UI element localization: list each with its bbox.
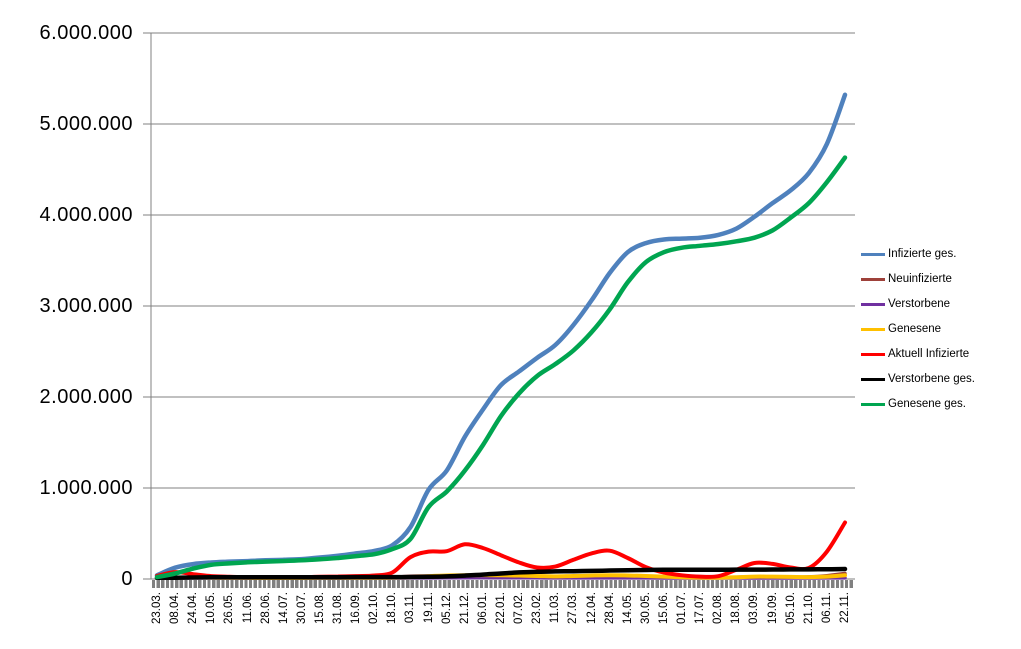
x-axis-tick-label: 01.07. (676, 592, 689, 624)
x-axis-tick-label: 21.10. (802, 592, 815, 624)
legend-item: Aktuell Infizierte (861, 342, 975, 367)
legend-label: Aktuell Infizierte (888, 348, 970, 360)
x-axis-tick-label: 30.07. (295, 592, 308, 624)
x-axis-tick-label: 21.12. (458, 592, 471, 624)
x-axis-tick-label: 15.08. (313, 592, 326, 624)
x-axis-tick-label: 05.12. (440, 592, 453, 624)
legend-swatch (861, 303, 885, 306)
x-axis-tick-label: 06.01. (476, 592, 489, 624)
x-axis-tick-label: 10.05. (205, 592, 218, 624)
y-axis-tick-label: 2.000.000 (39, 386, 133, 408)
y-axis-tick-label: 0 (121, 568, 133, 590)
legend-swatch (861, 403, 885, 406)
x-axis-tick-label: 22.01. (494, 592, 507, 624)
legend-label: Infizierte ges. (888, 248, 957, 260)
x-axis-tick-label: 15.06. (657, 592, 670, 624)
legend-label: Genesene ges. (888, 398, 967, 410)
x-axis-tick-label: 23.03. (151, 592, 163, 624)
y-axis-tick-label: 1.000.000 (39, 477, 133, 499)
legend-item: Genesene (861, 317, 975, 342)
x-axis-tick-label: 22.11. (838, 592, 851, 624)
x-axis-tick-label: 28.04. (603, 592, 616, 624)
x-axis-tick-label: 02.10. (368, 592, 381, 624)
x-axis-tick-label: 16.09. (350, 592, 363, 624)
y-axis-tick-label: 6.000.000 (39, 22, 133, 44)
x-axis-tick-label: 03.11. (404, 592, 417, 624)
series-line-verstorbene-ges (154, 566, 848, 581)
y-axis-tick-label: 4.000.000 (39, 204, 133, 226)
x-axis-tick-label: 23.02. (531, 592, 544, 624)
legend-label: Neuinfizierte (888, 273, 952, 285)
legend-label: Verstorbene ges. (888, 373, 975, 385)
legend-label: Genesene (888, 323, 942, 335)
legend-item: Verstorbene (861, 292, 975, 317)
y-axis-tick-label: 5.000.000 (39, 113, 133, 135)
legend-swatch (861, 278, 885, 281)
x-axis-tick-band (152, 580, 853, 588)
series-line-infizierte-ges (154, 92, 848, 578)
x-axis-tick-label: 11.03. (549, 592, 562, 624)
legend-swatch (861, 378, 885, 381)
x-axis-tick-label: 14.05. (621, 592, 634, 624)
series-line-genesene-ges (154, 155, 848, 580)
x-axis-tick-label: 27.03. (567, 592, 580, 624)
legend-swatch (861, 353, 885, 356)
x-axis-tick-label: 08.04. (169, 592, 182, 624)
legend-swatch (861, 253, 885, 256)
legend: Infizierte ges. Neuinfizierte Verstorbene G… (861, 242, 975, 417)
legend-label: Verstorbene (888, 298, 951, 310)
y-axis-tick-label: 3.000.000 (39, 295, 133, 317)
legend-item: Neuinfizierte (861, 267, 975, 292)
x-axis-tick-label: 30.05. (639, 592, 652, 624)
legend-swatch (861, 328, 885, 331)
x-axis-tick-label: 03.09. (748, 592, 761, 624)
x-axis-tick-label: 31.08. (332, 592, 345, 624)
x-axis-tick-label: 18.10. (386, 592, 399, 624)
x-axis-tick-label: 02.08. (712, 592, 725, 624)
legend-item: Genesene ges. (861, 392, 975, 417)
x-axis-tick-label: 24.04. (187, 592, 200, 624)
x-axis-tick-label: 12.04. (585, 592, 598, 624)
x-axis-tick-label: 06.11. (820, 592, 833, 624)
legend-item: Verstorbene ges. (861, 367, 975, 392)
x-axis-tick-label: 18.08. (730, 592, 743, 624)
x-axis-tick-label: 17.07. (694, 592, 707, 624)
legend-item: Infizierte ges. (861, 242, 975, 267)
x-axis-tick-label: 07.02. (513, 592, 526, 624)
x-axis-tick-label: 11.06. (241, 592, 254, 624)
x-axis-tick-label: 28.06. (259, 592, 272, 624)
x-axis-tick-label: 26.05. (223, 592, 236, 624)
x-axis-tick-label: 05.10. (784, 592, 797, 624)
x-axis-tick-label: 14.07. (277, 592, 290, 624)
x-axis-tick-label: 19.09. (766, 592, 779, 624)
x-axis-tick-label: 19.11. (422, 592, 435, 624)
